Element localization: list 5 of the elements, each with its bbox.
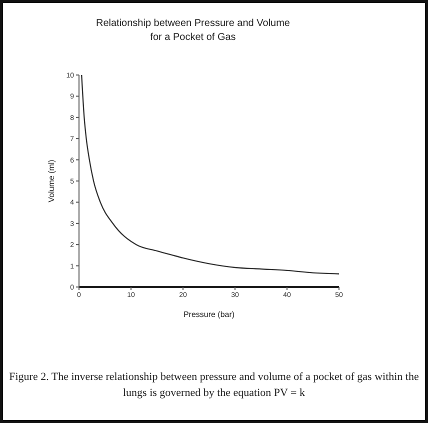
chart-title: Relationship between Pressure and Volume for a Pocket of Gas <box>94 17 291 45</box>
x-axis-title: Pressure (bar) <box>183 310 235 319</box>
caption: Figure 2. The inverse relationship between pressure and volume of a pocket of gas within the lungs is governed by the equation PV = k <box>9 370 419 401</box>
y-axis-title: Volume (ml) <box>46 159 56 202</box>
line-series <box>81 75 339 274</box>
